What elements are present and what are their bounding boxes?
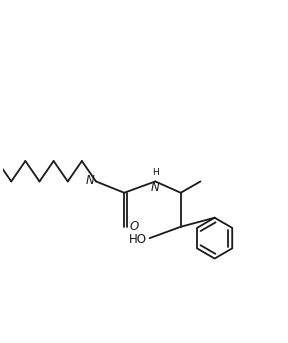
Text: HO: HO: [129, 233, 147, 246]
Text: N: N: [86, 174, 94, 187]
Text: O: O: [129, 220, 139, 233]
Text: H: H: [152, 168, 159, 177]
Text: N: N: [151, 181, 160, 194]
